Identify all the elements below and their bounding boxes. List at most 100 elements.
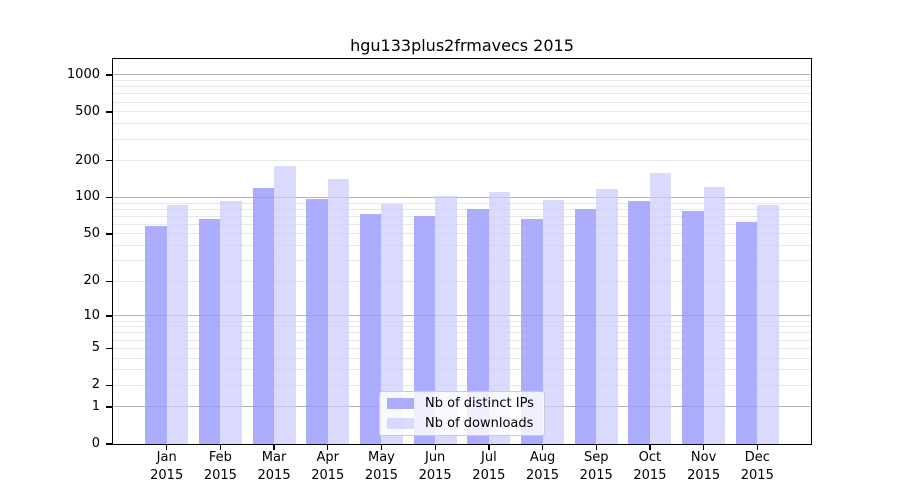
legend: Nb of distinct IPs Nb of downloads [379,391,545,436]
minor-gridline [113,326,811,328]
y-axis-tick [106,233,113,235]
x-axis-tick [703,445,705,451]
x-axis-tick [541,445,544,451]
bar-downloads [220,200,242,444]
bar-downloads [703,187,726,444]
x-axis-tick [327,445,329,451]
minor-gridline [113,223,811,225]
minor-gridline [113,111,811,113]
x-axis-tick-label: Jan 2015 [150,450,184,483]
minor-gridline [113,101,811,103]
x-axis-tick [166,445,168,451]
minor-gridline [113,369,811,371]
bar-downloads [757,205,779,444]
minor-gridline [113,80,811,82]
x-axis-tick-label: May 2015 [364,450,398,483]
minor-gridline [113,320,811,322]
minor-gridline [113,123,811,125]
x-axis-tick-label: Nov 2015 [687,450,721,483]
y-axis-tick-label: 10 [83,307,100,323]
y-axis-tick [106,384,113,386]
minor-gridline [113,339,811,341]
bar-distinct-ips [521,218,543,444]
y-axis-tick [106,280,113,282]
legend-label-downloads: Nb of downloads [425,416,534,431]
bar-distinct-ips [682,210,704,444]
x-axis-tick-label: Dec 2015 [740,450,774,483]
x-axis-tick-label: Feb 2015 [203,450,237,483]
x-axis-tick [434,445,436,451]
major-gridline [113,196,811,198]
y-axis-tick [106,196,113,199]
minor-gridline [113,245,811,247]
legend-item-distinct-ips: Nb of distinct IPs [380,395,544,413]
minor-gridline [113,357,811,359]
y-axis-tick [106,111,113,113]
x-axis-tick-label: Jun 2015 [418,450,452,483]
minor-gridline [113,93,811,95]
bar-downloads [166,204,189,444]
y-axis-tick [106,315,113,317]
x-axis-tick-label: Apr 2015 [311,450,345,483]
y-axis-tick-label: 5 [91,340,100,356]
major-gridline [113,315,811,317]
major-gridline [113,74,811,76]
x-axis-tick [219,445,222,451]
minor-gridline [113,332,811,334]
minor-gridline [113,202,811,204]
minor-gridline [113,384,811,386]
bar-distinct-ips [628,200,650,444]
y-axis-tick-label: 100 [75,189,100,205]
minor-gridline [113,215,811,217]
minor-gridline [113,260,811,262]
x-axis-tick [273,445,275,451]
bar-downloads [381,203,403,444]
y-axis-tick [106,406,113,408]
bar-downloads [488,192,511,444]
plot-border-top [111,57,813,59]
legend-swatch-downloads [387,418,414,429]
bar-distinct-ips [306,199,328,444]
bar-distinct-ips [467,209,489,444]
chart-title: hgu133plus2frmavecs 2015 [350,36,574,55]
y-axis-line [111,57,113,446]
y-axis-tick-label: 0 [91,436,100,451]
minor-gridline [113,280,811,282]
bar-downloads [542,199,565,444]
y-axis-tick [106,74,113,76]
minor-gridline [113,138,811,140]
minor-gridline [113,208,811,210]
minor-gridline [113,233,811,235]
x-axis-tick-label: Sep 2015 [579,450,613,483]
legend-item-downloads: Nb of downloads [380,415,544,433]
x-axis-tick [649,445,651,451]
minor-gridline [113,347,811,349]
bar-downloads [327,179,350,444]
x-axis-tick [595,445,597,451]
y-axis-tick [106,160,113,162]
bar-downloads [435,196,457,444]
y-axis-tick-label: 50 [83,225,100,241]
minor-gridline [113,160,811,162]
y-axis-tick-label: 500 [75,103,100,119]
bar-distinct-ips [359,214,382,444]
legend-swatch-distinct-ips [387,398,414,409]
x-axis-tick [380,445,383,451]
bar-distinct-ips [252,187,275,444]
bar-distinct-ips [413,215,436,444]
x-axis-tick [756,445,758,451]
bar-downloads [274,166,296,444]
bar-distinct-ips [574,209,597,444]
bar-distinct-ips [145,226,167,444]
x-axis-tick [488,445,490,451]
y-axis-tick [106,443,113,445]
bar-downloads [649,172,672,444]
plot-area: Nb of distinct IPs Nb of downloads [111,57,813,446]
legend-label-distinct-ips: Nb of distinct IPs [425,396,534,411]
x-axis-tick-label: Oct 2015 [633,450,667,483]
x-axis-tick-label: Jul 2015 [472,450,506,483]
bar-downloads [596,188,618,444]
y-axis-tick [106,347,113,349]
plot-border-bottom [111,444,813,446]
